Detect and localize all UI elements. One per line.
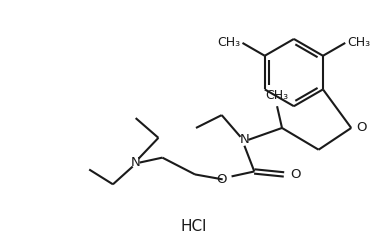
Text: HCl: HCl	[181, 219, 207, 234]
Text: CH₃: CH₃	[265, 89, 289, 102]
Text: CH₃: CH₃	[217, 36, 241, 49]
Text: N: N	[239, 133, 249, 146]
Text: CH₃: CH₃	[347, 36, 371, 49]
Text: O: O	[356, 122, 367, 134]
Text: O: O	[290, 168, 300, 181]
Text: N: N	[131, 156, 140, 169]
Text: O: O	[216, 173, 227, 186]
